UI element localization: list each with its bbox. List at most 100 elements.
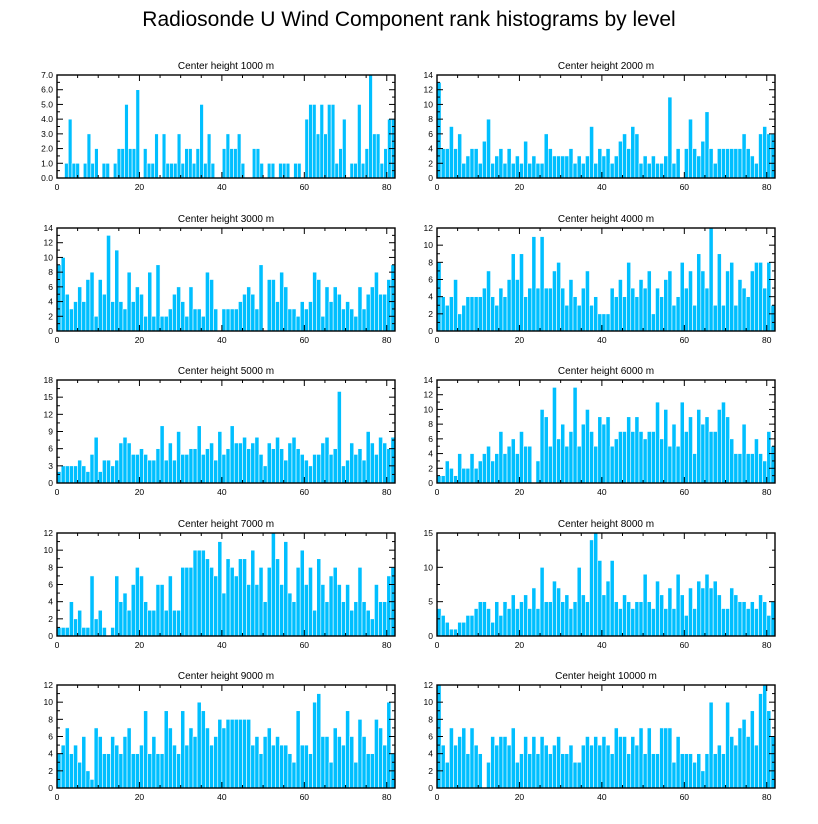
histogram-bar: [679, 753, 685, 789]
histogram-bar: [233, 442, 239, 484]
histogram-bar: [287, 308, 293, 332]
y-tick-label: 2.0: [41, 144, 53, 154]
histogram-bar: [147, 609, 153, 637]
histogram-bar: [159, 753, 165, 789]
histogram-bar: [708, 587, 714, 637]
histogram-bar: [572, 387, 578, 484]
panel-title: Center height 10000 m: [555, 671, 657, 682]
histogram-bar: [519, 162, 524, 179]
histogram-bar: [613, 438, 619, 484]
histogram-bar: [163, 710, 169, 789]
figure-title: Radiosonde U Wind Component rank histogr…: [142, 8, 676, 31]
histogram-bar: [556, 587, 561, 637]
histogram-bar: [622, 431, 627, 484]
histogram-bar: [609, 445, 615, 484]
histogram-bar: [449, 126, 454, 179]
histogram-bar: [225, 448, 231, 484]
histogram-bar: [712, 304, 718, 332]
histogram-bar: [580, 423, 586, 484]
histogram-bar: [651, 155, 656, 179]
y-tick-label: 2: [428, 766, 433, 776]
histogram-bar: [651, 608, 656, 637]
histogram-bar: [663, 155, 669, 179]
histogram-bar: [539, 567, 545, 637]
histogram-panel: Center height 1000 m 0 20 40 60 80 0.0 1.0 2.0 3.…: [41, 61, 396, 192]
histogram-bar: [372, 133, 377, 179]
histogram-bar: [613, 727, 619, 789]
histogram-bar: [552, 387, 557, 484]
histogram-bar: [271, 448, 276, 484]
histogram-bar: [85, 279, 91, 332]
y-tick-label: 0: [428, 326, 433, 336]
histogram-bar: [477, 460, 483, 484]
histogram-bar: [271, 279, 276, 332]
y-tick-label: 8: [428, 257, 433, 267]
histogram-bar: [324, 601, 330, 637]
histogram-bar: [213, 575, 219, 637]
histogram-bar: [361, 308, 367, 332]
histogram-bar: [378, 601, 383, 637]
y-tick-label: 4: [48, 749, 53, 759]
histogram-bar: [638, 431, 644, 484]
histogram-bar: [135, 753, 140, 789]
histogram-bar: [560, 287, 566, 332]
y-tick-label: 12: [44, 238, 54, 248]
y-tick-label: 0.0: [41, 173, 53, 183]
histogram-bar: [205, 558, 210, 637]
histogram-bar: [365, 293, 371, 332]
y-tick-label: 10: [424, 404, 434, 414]
histogram-bar: [749, 270, 755, 332]
histogram-bar: [523, 296, 528, 332]
histogram-bar: [291, 761, 297, 789]
histogram-bar: [349, 442, 355, 484]
y-tick-label: 5: [428, 597, 433, 607]
histogram-bar: [634, 296, 640, 332]
x-tick-label: 40: [217, 640, 227, 650]
histogram-bar: [323, 133, 328, 179]
histogram-bar: [69, 601, 74, 637]
histogram-bar: [473, 296, 479, 332]
histogram-bar: [279, 744, 285, 789]
histogram-bar: [741, 719, 747, 789]
histogram-bar: [486, 118, 491, 179]
histogram-bar: [374, 719, 379, 789]
histogram-bar: [733, 453, 739, 484]
x-tick-label: 80: [382, 182, 392, 192]
histogram-bar: [324, 736, 330, 789]
histogram-bar: [494, 304, 500, 332]
x-tick-label: 0: [55, 335, 60, 345]
histogram-bar: [297, 162, 302, 179]
histogram-bar: [336, 584, 342, 637]
x-tick-label: 40: [597, 182, 607, 192]
panel-title: Center height 8000 m: [558, 519, 654, 530]
histogram-bar: [172, 744, 177, 789]
histogram-bar: [444, 621, 450, 637]
y-tick-label: 4: [428, 749, 433, 759]
histogram-bar: [490, 162, 496, 179]
y-tick-label: 0: [428, 478, 433, 488]
histogram-bar: [449, 296, 454, 332]
histogram-bar: [494, 155, 500, 179]
histogram-bar: [130, 584, 136, 637]
histogram-bar: [378, 436, 383, 484]
histogram-bar: [749, 601, 755, 637]
histogram-bar: [461, 162, 467, 179]
histogram-bar: [71, 162, 77, 179]
histogram-bar: [195, 148, 201, 179]
histogram-bar: [745, 148, 751, 179]
histogram-bar: [638, 162, 644, 179]
histogram-bar: [238, 301, 243, 332]
histogram-bar: [332, 448, 338, 484]
histogram-bar: [655, 162, 660, 179]
histogram-bar: [89, 271, 95, 332]
histogram-bar: [150, 162, 155, 179]
histogram-bar: [291, 308, 297, 332]
histogram-bar: [593, 296, 599, 332]
histogram-bar: [663, 608, 669, 637]
y-tick-label: 6: [48, 282, 53, 292]
histogram-bar: [477, 296, 483, 332]
histogram-bar: [320, 584, 326, 637]
y-tick-label: 12: [424, 223, 434, 233]
histogram-bar: [560, 155, 566, 179]
histogram-bar: [486, 761, 491, 789]
